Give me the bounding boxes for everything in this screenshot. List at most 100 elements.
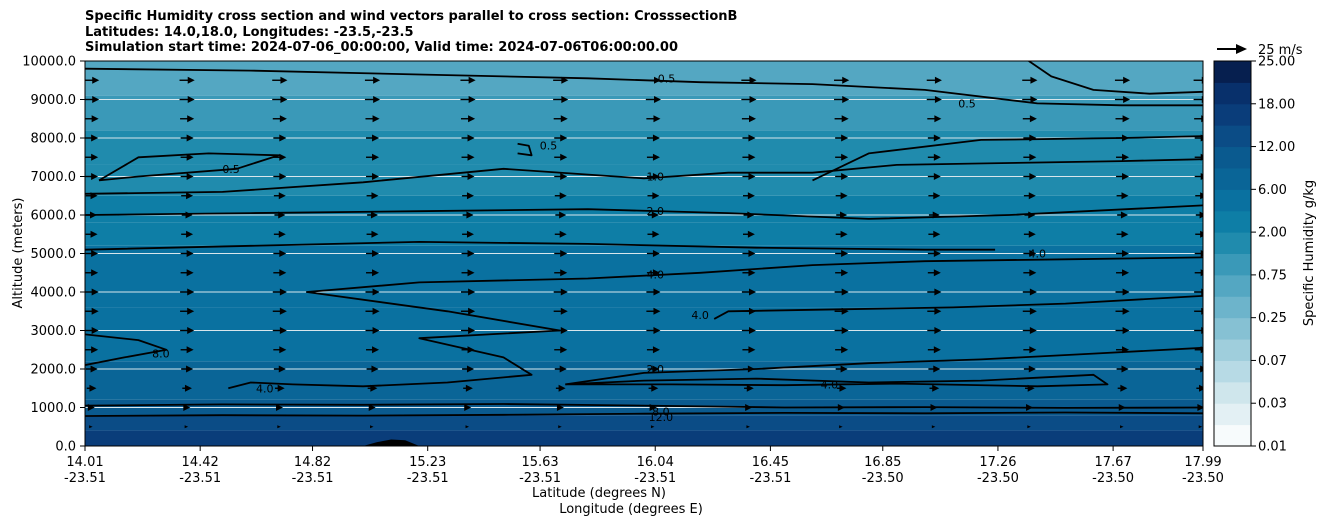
wind-vector xyxy=(85,173,99,180)
wind-vector xyxy=(646,115,661,123)
wind-vector xyxy=(928,365,941,373)
wind-vector-head xyxy=(91,327,99,334)
x-tick-label-latitude: 15.63 xyxy=(521,455,558,470)
colorbar-segment xyxy=(1214,125,1251,148)
wind-vector-head xyxy=(747,211,755,219)
x-tick-label-latitude: 14.01 xyxy=(66,455,103,470)
wind-vector-head xyxy=(187,76,195,84)
wind-vector-head xyxy=(840,211,848,219)
wind-vector-head xyxy=(934,288,942,296)
wind-vector xyxy=(180,327,195,334)
wind-vector-head xyxy=(467,269,475,277)
wind-vector xyxy=(835,365,848,373)
wind-reference-arrow-head xyxy=(1236,44,1247,54)
wind-vector xyxy=(554,346,568,354)
wind-vector xyxy=(1116,173,1130,180)
y-tick-label: 4000.0 xyxy=(31,286,77,301)
wind-vector xyxy=(460,96,476,103)
wind-vector-head xyxy=(1198,425,1203,429)
wind-vector xyxy=(554,153,568,161)
wind-vector xyxy=(742,346,756,354)
wind-vector xyxy=(1117,211,1128,219)
wind-vector-head xyxy=(90,192,98,200)
wind-vector xyxy=(645,76,662,84)
wind-vector xyxy=(835,153,849,161)
wind-vector xyxy=(1194,153,1203,161)
wind-vector xyxy=(839,425,843,429)
wind-vector xyxy=(461,153,475,161)
wind-vector xyxy=(741,327,756,334)
y-tick-label: 9000.0 xyxy=(31,93,77,108)
wind-vector xyxy=(1023,192,1036,200)
wind-vector xyxy=(1116,153,1130,161)
wind-vector xyxy=(272,327,287,334)
wind-vector xyxy=(462,230,474,238)
wind-vector-head xyxy=(466,211,474,219)
wind-vector xyxy=(926,96,942,103)
colorbar-segment xyxy=(1214,403,1251,426)
wind-vector xyxy=(273,365,286,373)
wind-vector xyxy=(1023,250,1037,257)
wind-vector-head xyxy=(276,404,284,411)
wind-vector xyxy=(927,115,942,123)
wind-vector-head xyxy=(370,384,378,392)
wind-vector xyxy=(647,365,660,373)
x-tick-label-longitude: -23.51 xyxy=(179,471,221,486)
wind-vector xyxy=(366,365,379,373)
wind-vector xyxy=(554,250,568,257)
wind-vector xyxy=(554,365,567,373)
wind-vector-head xyxy=(748,327,756,334)
wind-vector-head xyxy=(841,173,849,180)
wind-vector xyxy=(1116,365,1129,373)
wind-vector-head xyxy=(1029,173,1037,180)
wind-vector-head xyxy=(91,115,99,123)
wind-vector-head xyxy=(186,269,194,277)
wind-vector-head xyxy=(280,96,288,103)
wind-vector xyxy=(553,115,568,123)
colorbar-frame xyxy=(1213,60,1252,447)
wind-vector-head xyxy=(368,404,376,411)
plot-area: 0.5 0.5 0.5 0.5 1.0 2.0 4.0 4.0 4.0 8.0 2.0 4.0 4.0 8… xyxy=(85,61,1203,446)
wind-vector-head xyxy=(560,307,568,315)
wind-vector-head xyxy=(1122,153,1130,161)
humidity-band xyxy=(85,415,1203,431)
wind-vector xyxy=(649,404,657,411)
wind-vector xyxy=(1022,288,1037,296)
wind-vector-head xyxy=(279,134,287,142)
humidity-band xyxy=(85,164,1203,196)
wind-vector xyxy=(927,250,941,257)
wind-vector xyxy=(742,134,756,142)
wind-vector-head xyxy=(1028,192,1036,200)
wind-vector xyxy=(741,307,756,315)
wind-vector-head xyxy=(1123,76,1131,84)
humidity-band xyxy=(85,222,1203,246)
wind-vector-head xyxy=(933,134,941,142)
wind-vector xyxy=(180,115,195,123)
wind-vector-head xyxy=(746,384,754,392)
humidity-band xyxy=(85,245,1203,308)
wind-vector-head xyxy=(560,250,568,257)
wind-vector-head xyxy=(841,327,849,334)
wind-vector-head xyxy=(747,365,755,373)
contour-line-1.0 xyxy=(85,158,1203,195)
wind-vector-head xyxy=(91,288,99,296)
wind-vector xyxy=(273,192,286,200)
wind-vector xyxy=(1195,365,1203,373)
wind-vector-head xyxy=(89,384,97,392)
wind-vector xyxy=(85,250,99,257)
wind-vector xyxy=(645,96,662,103)
wind-vector xyxy=(366,230,379,238)
wind-vector xyxy=(367,384,378,392)
wind-vector-head xyxy=(183,404,191,411)
wind-vector-head xyxy=(1122,173,1130,180)
wind-vector-head xyxy=(1121,365,1129,373)
wind-vector xyxy=(366,134,380,142)
wind-vector-head xyxy=(279,307,287,315)
wind-vector xyxy=(1195,192,1203,200)
wind-vector xyxy=(646,346,660,354)
wind-vector-head xyxy=(748,269,756,277)
wind-vector-head xyxy=(1122,288,1130,296)
x-tick-label-latitude: 17.26 xyxy=(979,455,1016,470)
wind-vector xyxy=(366,250,380,257)
wind-vector xyxy=(364,76,381,84)
